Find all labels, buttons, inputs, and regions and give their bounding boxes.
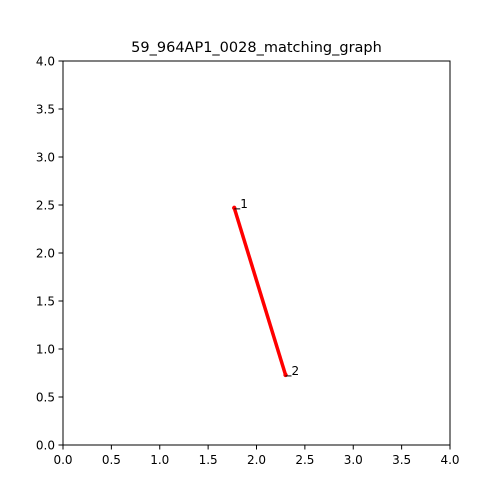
y-tick-label: 3.5 bbox=[36, 102, 55, 116]
nodes-layer: 12 bbox=[232, 197, 299, 378]
x-tick-label: 0.0 bbox=[53, 453, 72, 467]
plot-frame bbox=[62, 60, 451, 446]
y-tick-label: 2.5 bbox=[36, 198, 55, 212]
y-tick-label: 3.0 bbox=[36, 150, 55, 164]
x-axis: 0.0 0.5 1.0 1.5 2.0 2.5 3.0 3.5 4.0 bbox=[53, 445, 460, 467]
x-tick-label: 3.5 bbox=[392, 453, 411, 467]
y-tick-label: 1.5 bbox=[36, 294, 55, 308]
x-tick-label: 4.0 bbox=[440, 453, 459, 467]
y-tick-label: 2.0 bbox=[36, 246, 55, 260]
chart-title: 59_964AP1_0028_matching_graph bbox=[131, 40, 382, 56]
y-tick-label: 1.0 bbox=[36, 342, 55, 356]
y-tick-label: 0.0 bbox=[36, 438, 55, 452]
x-tick-label: 2.0 bbox=[247, 453, 266, 467]
node-label: 2 bbox=[292, 364, 300, 378]
x-tick-label: 0.5 bbox=[102, 453, 121, 467]
y-axis: 0.0 0.5 1.0 1.5 2.0 2.5 3.0 3.5 4.0 bbox=[36, 54, 63, 452]
graph-node bbox=[232, 205, 237, 211]
y-tick-label: 0.5 bbox=[36, 390, 55, 404]
graph-node bbox=[283, 372, 288, 378]
x-tick-label: 1.5 bbox=[199, 453, 218, 467]
x-tick-label: 2.5 bbox=[295, 453, 314, 467]
x-tick-label: 3.0 bbox=[344, 453, 363, 467]
edges-layer bbox=[232, 207, 288, 376]
graph-edge bbox=[232, 207, 288, 376]
x-tick-label: 1.0 bbox=[150, 453, 169, 467]
y-tick-label: 4.0 bbox=[36, 54, 55, 68]
node-label: 1 bbox=[240, 197, 248, 211]
